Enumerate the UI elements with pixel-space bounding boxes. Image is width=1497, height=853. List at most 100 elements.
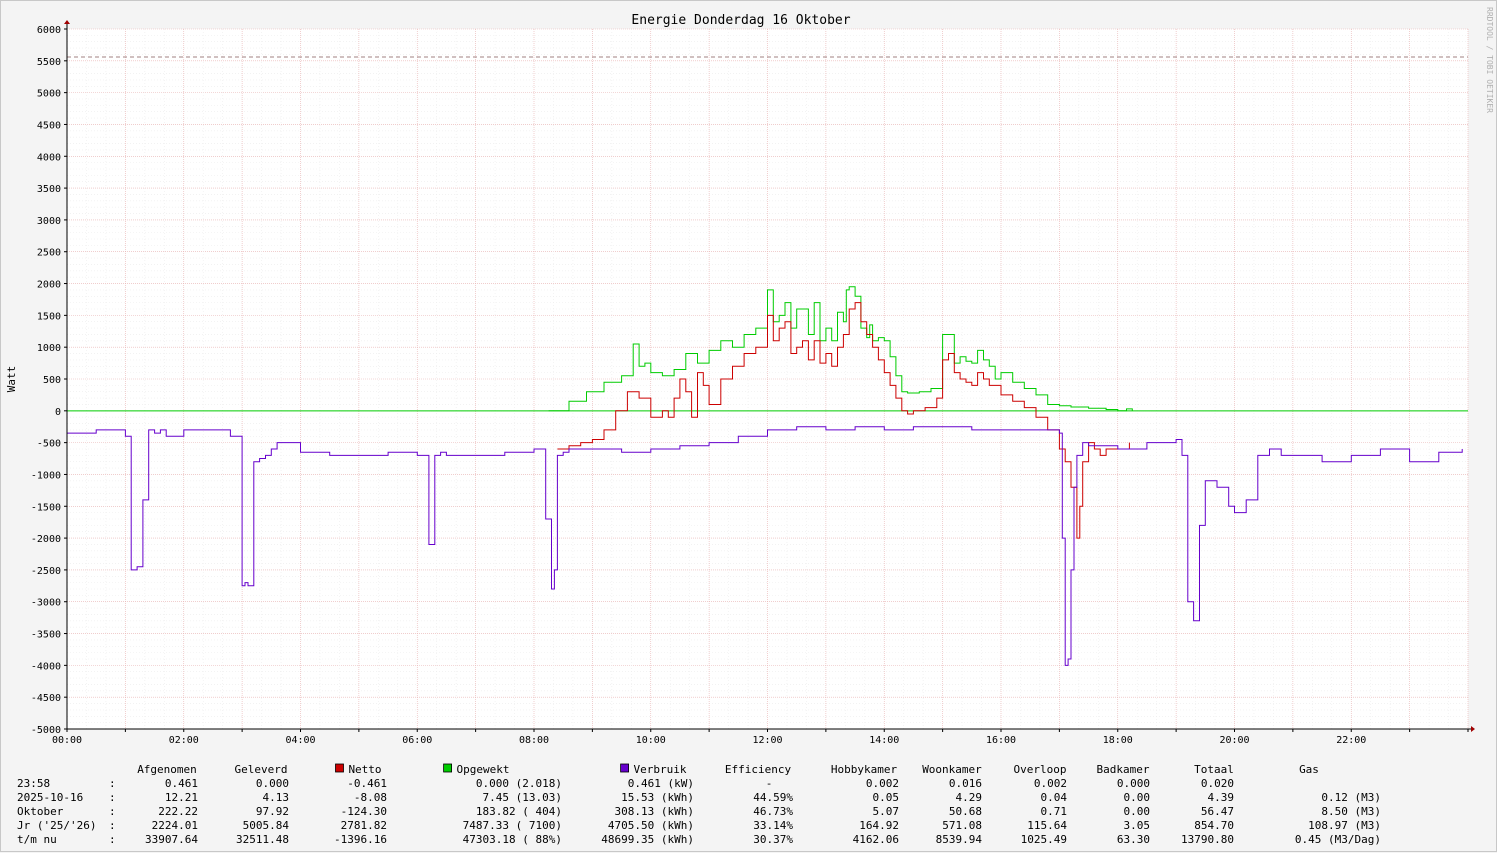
table-header: Overloop <box>1014 763 1067 776</box>
y-tick-label: 5500 <box>37 57 61 68</box>
table-row-separator: : <box>109 833 116 846</box>
table-cell: 5.07 <box>873 805 900 818</box>
table-cell: 308.13 (kWh) <box>615 805 694 818</box>
table-cell: 0.016 <box>949 777 982 790</box>
y-tick-label: 1500 <box>37 311 61 322</box>
series-group <box>67 286 1468 666</box>
table-cell: 4.29 <box>956 791 983 804</box>
table-row-label: 2025-10-16 <box>17 791 83 804</box>
table-cell: 47303.18 ( 88%) <box>463 833 562 846</box>
table-header: Geleverd <box>235 763 288 776</box>
table-row-label: Jr ('25/'26) <box>17 819 96 832</box>
table-row-separator: : <box>109 777 116 790</box>
y-tick-labels: 6000550050004500400035003000250020001500… <box>31 25 61 736</box>
table-cell: 13790.80 <box>1181 833 1234 846</box>
table-cell: 44.59% <box>753 791 793 804</box>
table-header: Badkamer <box>1097 763 1150 776</box>
table-header: Woonkamer <box>922 763 982 776</box>
table-cell: -124.30 <box>341 805 387 818</box>
series-netto <box>557 302 1130 539</box>
table-cell: 4.13 <box>263 791 290 804</box>
table-row-label: 23:58 <box>17 777 50 790</box>
y-tick-label: 1000 <box>37 343 61 354</box>
x-tick-label: 18:00 <box>1103 735 1133 746</box>
table-cell: 63.30 <box>1117 833 1150 846</box>
x-tick-label: 04:00 <box>285 735 315 746</box>
table-cell: 15.53 (kWh) <box>621 791 694 804</box>
table-cell: 56.47 <box>1201 805 1234 818</box>
table-cell: 0.002 <box>1034 777 1067 790</box>
table-cell: 7487.33 ( 7100) <box>463 819 562 832</box>
table-cell: 571.08 <box>942 819 982 832</box>
table-cell: 30.37% <box>753 833 793 846</box>
y-tick-label: 3000 <box>37 216 61 227</box>
x-tick-label: 06:00 <box>402 735 432 746</box>
y-tick-label: 6000 <box>37 25 61 36</box>
table-cell: 0.461 (kW) <box>628 777 694 790</box>
y-axis-arrow <box>64 20 70 24</box>
table-header: Netto <box>348 763 381 776</box>
legend-table: Afgenomen Geleverd Netto Opgewekt Verbruik Ef… <box>17 763 1381 846</box>
table-cell: 33.14% <box>753 819 793 832</box>
y-tick-label: -1500 <box>31 502 61 513</box>
table-cell: 0.71 <box>1041 805 1068 818</box>
x-tick-label: 14:00 <box>869 735 899 746</box>
y-tick-label: -3000 <box>31 598 61 609</box>
y-tick-label: 2000 <box>37 280 61 291</box>
chart-title: Energie Donderdag 16 Oktober <box>631 13 850 28</box>
table-cell: 0.461 <box>165 777 198 790</box>
x-tick-label: 10:00 <box>636 735 666 746</box>
y-axis-label: Watt <box>5 366 18 393</box>
table-cell: 0.000 (2.018) <box>476 777 562 790</box>
table-cell: 4162.06 <box>853 833 899 846</box>
table-cell: 222.22 <box>158 805 198 818</box>
y-tick-label: -500 <box>37 439 61 450</box>
series-verbruik <box>67 426 1463 666</box>
table-cell: 0.002 <box>866 777 899 790</box>
y-tick-label: -2500 <box>31 566 61 577</box>
x-tick-label: 22:00 <box>1336 735 1366 746</box>
table-header: Efficiency <box>725 763 792 776</box>
table-cell: 4705.50 (kWh) <box>608 819 694 832</box>
table-row-separator: : <box>109 791 116 804</box>
x-tick-label: 08:00 <box>519 735 549 746</box>
x-tick-label: 00:00 <box>52 735 82 746</box>
y-tick-label: -1000 <box>31 470 61 481</box>
table-cell: 97.92 <box>256 805 289 818</box>
rrdtool-watermark: RRDTOOL / TOBI OETIKER <box>1485 7 1494 113</box>
table-cell: 0.45 (M3/Dag) <box>1295 833 1381 846</box>
y-tick-label: -3500 <box>31 630 61 641</box>
table-cell: 164.92 <box>859 819 899 832</box>
table-cell: 3.05 <box>1124 819 1151 832</box>
y-tick-label: 2500 <box>37 248 61 259</box>
y-tick-label: 0 <box>55 407 61 418</box>
table-cell: 0.020 <box>1201 777 1234 790</box>
table-cell: 854.70 <box>1194 819 1234 832</box>
table-cell: 46.73% <box>753 805 793 818</box>
table-cell: 48699.35 (kWh) <box>601 833 694 846</box>
y-tick-label: -5000 <box>31 725 61 736</box>
legend-swatch-verbruik <box>620 763 629 773</box>
table-header: Totaal <box>1194 763 1234 776</box>
table-cell: -1396.16 <box>334 833 387 846</box>
table-cell: 4.39 <box>1208 791 1235 804</box>
table-header: Gas <box>1299 763 1319 776</box>
table-row-label: Oktober <box>17 805 64 818</box>
axes <box>64 20 1475 732</box>
table-header: Afgenomen <box>137 763 197 776</box>
table-cell: 0.000 <box>1117 777 1150 790</box>
table-cell: 108.97 (M3) <box>1308 819 1381 832</box>
y-tick-label: 500 <box>43 375 61 386</box>
table-cell: 0.00 <box>1124 805 1151 818</box>
table-cell: 5005.84 <box>243 819 290 832</box>
x-tick-label: 16:00 <box>986 735 1016 746</box>
table-cell: 0.00 <box>1124 791 1151 804</box>
table-row-separator: : <box>109 805 116 818</box>
table-cell: 0.04 <box>1041 791 1068 804</box>
y-tick-label: -4000 <box>31 661 61 672</box>
table-cell: -8.08 <box>354 791 387 804</box>
legend-swatch-netto <box>335 763 344 773</box>
table-cell: 32511.48 <box>236 833 289 846</box>
